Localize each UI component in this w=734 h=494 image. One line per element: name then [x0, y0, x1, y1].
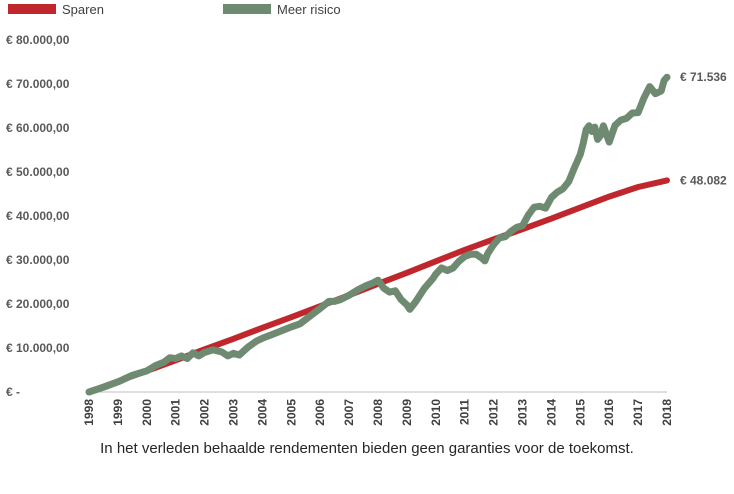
legend-label-meer-risico: Meer risico [277, 1, 341, 17]
legend-item-sparen: Sparen [8, 1, 104, 17]
x-tick-label: 2006 [313, 399, 327, 426]
x-tick-label: 2012 [487, 399, 501, 426]
legend-swatch-sparen [8, 4, 56, 14]
y-tick-label: € 10.000,00 [6, 341, 70, 355]
y-tick-label: € 40.000,00 [6, 209, 70, 223]
series-line-meer-risico [85, 73, 671, 396]
x-tick-label: 2000 [140, 399, 154, 426]
legend-swatch-meer-risico [223, 4, 271, 14]
x-tick-label: 2013 [516, 399, 530, 426]
x-tick-label: 2009 [400, 399, 414, 426]
y-tick-label: € 80.000,00 [6, 33, 70, 47]
x-tick-label: 2011 [458, 399, 472, 425]
x-tick-label: 2010 [429, 399, 443, 426]
y-tick-label: € 20.000,00 [6, 297, 70, 311]
x-tick-label: 2008 [371, 399, 385, 426]
x-tick-label: 2001 [169, 399, 183, 426]
x-tick-label: 2016 [602, 399, 616, 426]
x-tick-label: 2003 [227, 399, 241, 426]
y-tick-label: € 30.000,00 [6, 253, 70, 267]
x-tick-label: 2014 [544, 399, 558, 426]
x-tick-label: 2007 [342, 399, 356, 426]
end-value-label-sparen: € 48.082 [680, 173, 727, 187]
y-tick-label: € 50.000,00 [6, 165, 70, 179]
x-tick-label: 1999 [111, 399, 125, 426]
x-tick-label: 2015 [573, 399, 587, 426]
legend-item-meer-risico: Meer risico [223, 1, 341, 17]
end-value-label-meer-risico: € 71.536 [680, 70, 727, 84]
x-tick-label: 2005 [284, 399, 298, 426]
y-tick-label: € 70.000,00 [6, 77, 70, 91]
x-tick-label: 2002 [198, 399, 212, 426]
x-tick-label: 2018 [660, 399, 674, 426]
x-tick-label: 1998 [82, 399, 96, 426]
y-tick-label: € - [6, 385, 20, 399]
legend-label-sparen: Sparen [62, 1, 104, 17]
disclaimer-footnote: In het verleden behaalde rendementen bie… [100, 440, 634, 457]
y-tick-label: € 60.000,00 [6, 121, 70, 135]
x-tick-label: 2017 [631, 399, 645, 426]
x-tick-label: 2004 [255, 399, 269, 426]
